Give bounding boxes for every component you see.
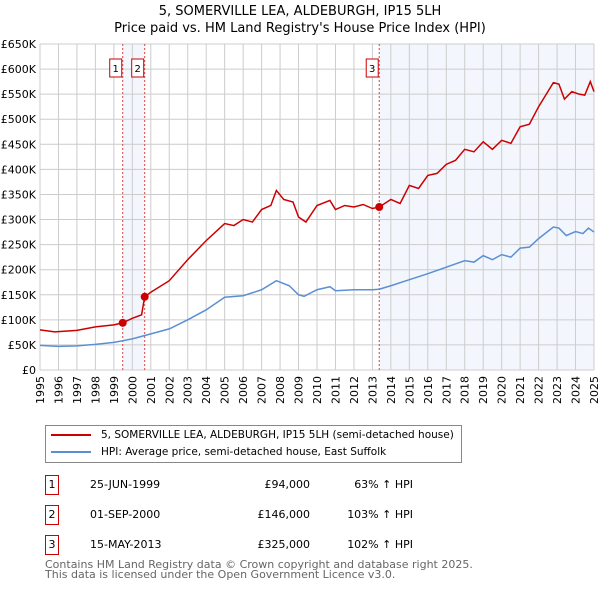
x-tick-label: 1996 [52, 376, 65, 404]
x-tick-label: 2002 [163, 376, 176, 404]
y-tick-label: £600K [1, 63, 37, 76]
transaction-date: 15-MAY-2013 [90, 538, 162, 551]
legend-hpi: HPI: Average price, semi-detached house,… [51, 446, 386, 458]
price-chart: 1995 1996 1997 1998 1999 2000 2001 2002 2003 2004… [1, 38, 600, 404]
sale-point [118, 318, 127, 327]
x-tick-label: 2022 [533, 376, 546, 404]
x-tick-label: 2014 [385, 376, 398, 404]
x-tick-label: 2001 [145, 376, 158, 404]
y-tick-label: £500K [1, 113, 37, 126]
transaction-number: 1 [45, 475, 59, 495]
legend-swatch-red [51, 434, 91, 436]
x-tick-label: 2020 [496, 376, 509, 404]
x-tick-label: 2013 [366, 376, 379, 404]
shaded-period [379, 44, 594, 370]
transaction-date: 25-JUN-1999 [90, 478, 161, 491]
x-tick-label: 2003 [182, 376, 195, 404]
transaction-number: 3 [45, 535, 59, 555]
x-tick-label: 1998 [89, 376, 102, 404]
transaction-date: 01-SEP-2000 [90, 508, 161, 521]
footer-line2: This data is licensed under the Open Gov… [45, 568, 396, 581]
x-tick-label: 2006 [237, 376, 250, 404]
transaction-number: 2 [45, 505, 59, 525]
transaction-row: 3 15-MAY-2013 £325,000 102% ↑ HPI [45, 535, 465, 555]
sale-marker-label: 1 [113, 64, 119, 75]
x-tick-label: 2000 [126, 376, 139, 404]
x-tick-label: 2012 [348, 376, 361, 404]
sale-point [375, 203, 384, 211]
y-tick-label: £100K [1, 314, 37, 327]
transaction-price: £146,000 [257, 508, 311, 521]
x-tick-label: 2017 [440, 376, 453, 404]
y-tick-label: £0 [22, 364, 36, 377]
y-tick-label: £650K [1, 38, 37, 51]
y-tick-label: £200K [1, 264, 37, 277]
x-tick-label: 2019 [477, 376, 490, 404]
transaction-price: £325,000 [257, 538, 311, 551]
y-tick-label: £550K [1, 88, 37, 101]
legend-label: 5, SOMERVILLE LEA, ALDEBURGH, IP15 5LH (… [101, 429, 454, 441]
transaction-hpi: 102% ↑ HPI [347, 538, 413, 551]
y-tick-label: £400K [1, 163, 37, 176]
x-tick-label: 2004 [200, 376, 213, 404]
series-line [39, 226, 595, 348]
legend-swatch-blue [51, 451, 91, 453]
sale-marker-label: 3 [369, 64, 375, 75]
x-tick-label: 1995 [34, 376, 47, 404]
sale-marker-label: 2 [135, 64, 141, 75]
chart-subtitle: Price paid vs. HM Land Registry's House … [114, 21, 486, 36]
x-tick-label: 2007 [256, 376, 269, 404]
y-tick-label: £300K [1, 214, 37, 227]
footer-line1: Contains HM Land Registry data © Crown c… [45, 558, 473, 571]
y-tick-label: £350K [1, 188, 37, 201]
legend-property: 5, SOMERVILLE LEA, ALDEBURGH, IP15 5LH (… [51, 429, 454, 441]
transaction-row: 1 25-JUN-1999 £94,000 63% ↑ HPI [45, 475, 465, 495]
x-tick-label: 2021 [514, 376, 527, 404]
transaction-hpi: 63% ↑ HPI [354, 478, 413, 491]
y-tick-label: £450K [1, 138, 37, 151]
x-tick-label: 2011 [329, 376, 342, 404]
transaction-row: 2 01-SEP-2000 £146,000 103% ↑ HPI [45, 505, 465, 525]
x-tick-label: 2024 [570, 376, 583, 404]
footer: Contains HM Land Registry data © Crown c… [45, 558, 473, 581]
x-tick-label: 2010 [311, 376, 324, 404]
x-tick-label: 2016 [422, 376, 435, 404]
legend: 5, SOMERVILLE LEA, ALDEBURGH, IP15 5LH (… [45, 425, 462, 463]
sale-marker-box [131, 58, 145, 78]
y-tick-label: £250K [1, 239, 37, 252]
chart-title: 5, SOMERVILLE LEA, ALDEBURGH, IP15 5LH [158, 4, 442, 19]
x-tick-label: 2009 [293, 376, 306, 404]
x-tick-label: 1999 [108, 376, 121, 404]
x-tick-label: 2005 [219, 376, 232, 404]
transaction-price: £94,000 [264, 478, 311, 491]
x-tick-label: 2025 [588, 376, 600, 404]
y-tick-label: £150K [1, 289, 37, 302]
sale-point [140, 292, 149, 301]
transaction-hpi: 103% ↑ HPI [347, 508, 413, 521]
legend-label: HPI: Average price, semi-detached house,… [101, 446, 387, 458]
x-tick-label: 2018 [459, 376, 472, 404]
x-tick-label: 2015 [403, 376, 416, 404]
x-tick-label: 1997 [71, 376, 84, 404]
sale-marker-box [109, 58, 123, 78]
shaded-period [122, 44, 145, 370]
x-tick-label: 2023 [551, 376, 564, 404]
series-line [39, 79, 595, 333]
y-tick-label: £50K [8, 339, 37, 352]
sale-marker-box [365, 58, 379, 78]
x-tick-label: 2008 [274, 376, 287, 404]
